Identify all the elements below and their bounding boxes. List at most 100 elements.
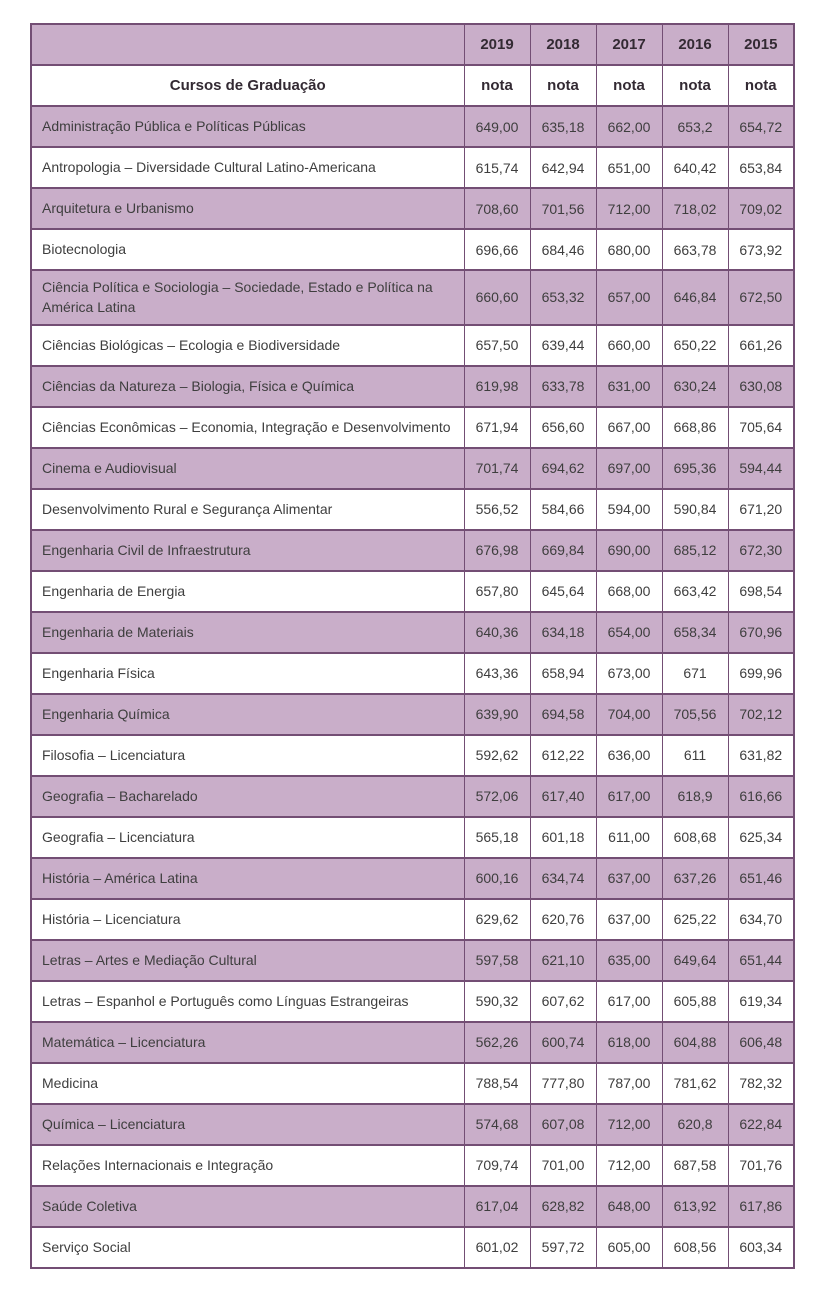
score-2019: 640,36 bbox=[463, 610, 531, 654]
course-name: Engenharia de Energia bbox=[30, 569, 465, 613]
score-2017: 631,00 bbox=[595, 364, 663, 408]
score-2019: 657,50 bbox=[463, 323, 531, 367]
course-name: Arquitetura e Urbanismo bbox=[30, 187, 465, 230]
course-name: Engenharia Física bbox=[30, 651, 465, 695]
score-2018: 694,58 bbox=[529, 692, 597, 736]
table-header: 2019 2018 2017 2016 2015 Cursos de Gradu… bbox=[30, 23, 795, 107]
table-row: Engenharia Química 639,90 694,58 704,00 … bbox=[30, 692, 795, 736]
score-2018: 621,10 bbox=[529, 938, 597, 982]
score-2017: 636,00 bbox=[595, 733, 663, 777]
score-2018: 645,64 bbox=[529, 569, 597, 613]
score-2016: 718,02 bbox=[661, 187, 729, 230]
score-2019: 676,98 bbox=[463, 528, 531, 572]
score-2016: 608,68 bbox=[661, 815, 729, 859]
score-2019: 592,62 bbox=[463, 733, 531, 777]
course-name: Letras – Artes e Mediação Cultural bbox=[30, 938, 465, 982]
score-2017: 668,00 bbox=[595, 569, 663, 613]
course-name: Cinema e Audiovisual bbox=[30, 446, 465, 490]
score-2019: 615,74 bbox=[463, 146, 531, 189]
score-2018: 684,46 bbox=[529, 228, 597, 271]
score-2015: 651,46 bbox=[727, 856, 795, 900]
score-2019: 565,18 bbox=[463, 815, 531, 859]
table-row: Letras – Artes e Mediação Cultural 597,5… bbox=[30, 938, 795, 982]
table-row: Arquitetura e Urbanismo 708,60 701,56 71… bbox=[30, 187, 795, 230]
score-2015: 782,32 bbox=[727, 1061, 795, 1105]
table-row: Desenvolvimento Rural e Segurança Alimen… bbox=[30, 487, 795, 531]
score-2015: 654,72 bbox=[727, 105, 795, 148]
score-2019: 617,04 bbox=[463, 1184, 531, 1228]
course-name: Engenharia Civil de Infraestrutura bbox=[30, 528, 465, 572]
course-name: História – América Latina bbox=[30, 856, 465, 900]
score-2019: 556,52 bbox=[463, 487, 531, 531]
score-2018: 601,18 bbox=[529, 815, 597, 859]
score-2018: 634,18 bbox=[529, 610, 597, 654]
score-2018: 612,22 bbox=[529, 733, 597, 777]
score-2017: 611,00 bbox=[595, 815, 663, 859]
nota-header-2015: nota bbox=[727, 64, 795, 107]
score-2016: 618,9 bbox=[661, 774, 729, 818]
score-2019: 600,16 bbox=[463, 856, 531, 900]
score-2015: 672,50 bbox=[727, 269, 795, 326]
score-2019: 701,74 bbox=[463, 446, 531, 490]
score-2017: 637,00 bbox=[595, 897, 663, 941]
score-2015: 671,20 bbox=[727, 487, 795, 531]
table-row: Ciências Biológicas – Ecologia e Biodive… bbox=[30, 323, 795, 367]
score-2016: 781,62 bbox=[661, 1061, 729, 1105]
table-row: Medicina 788,54 777,80 787,00 781,62 782… bbox=[30, 1061, 795, 1105]
year-header-2018: 2018 bbox=[529, 23, 597, 66]
score-2018: 617,40 bbox=[529, 774, 597, 818]
score-2016: 590,84 bbox=[661, 487, 729, 531]
score-2019: 601,02 bbox=[463, 1225, 531, 1269]
course-name: Antropologia – Diversidade Cultural Lati… bbox=[30, 146, 465, 189]
score-2019: 643,36 bbox=[463, 651, 531, 695]
score-2019: 708,60 bbox=[463, 187, 531, 230]
course-name: Matemática – Licenciatura bbox=[30, 1020, 465, 1064]
score-2018: 600,74 bbox=[529, 1020, 597, 1064]
table-row: Matemática – Licenciatura 562,26 600,74 … bbox=[30, 1020, 795, 1064]
course-name: Engenharia de Materiais bbox=[30, 610, 465, 654]
score-2017: 680,00 bbox=[595, 228, 663, 271]
course-name: Ciências Biológicas – Ecologia e Biodive… bbox=[30, 323, 465, 367]
score-2016: 608,56 bbox=[661, 1225, 729, 1269]
score-2015: 705,64 bbox=[727, 405, 795, 449]
nota-header-2016: nota bbox=[661, 64, 729, 107]
score-2015: 617,86 bbox=[727, 1184, 795, 1228]
score-2015: 634,70 bbox=[727, 897, 795, 941]
table-body: Administração Pública e Políticas Públic… bbox=[30, 105, 795, 1269]
score-2018: 635,18 bbox=[529, 105, 597, 148]
score-2015: 622,84 bbox=[727, 1102, 795, 1146]
score-2015: 603,34 bbox=[727, 1225, 795, 1269]
course-name: Ciência Política e Sociologia – Sociedad… bbox=[30, 269, 465, 326]
score-2017: 673,00 bbox=[595, 651, 663, 695]
course-name: Ciências da Natureza – Biologia, Física … bbox=[30, 364, 465, 408]
table-row: Saúde Coletiva 617,04 628,82 648,00 613,… bbox=[30, 1184, 795, 1228]
table-row: Cinema e Audiovisual 701,74 694,62 697,0… bbox=[30, 446, 795, 490]
score-2018: 701,00 bbox=[529, 1143, 597, 1187]
table-row: Biotecnologia 696,66 684,46 680,00 663,7… bbox=[30, 228, 795, 271]
subheader-row: Cursos de Graduação nota nota nota nota … bbox=[30, 64, 795, 107]
course-name: Engenharia Química bbox=[30, 692, 465, 736]
course-name: Desenvolvimento Rural e Segurança Alimen… bbox=[30, 487, 465, 531]
score-2017: 594,00 bbox=[595, 487, 663, 531]
course-name: Relações Internacionais e Integração bbox=[30, 1143, 465, 1187]
score-2019: 574,68 bbox=[463, 1102, 531, 1146]
score-2019: 657,80 bbox=[463, 569, 531, 613]
score-2016: 653,2 bbox=[661, 105, 729, 148]
score-2019: 709,74 bbox=[463, 1143, 531, 1187]
score-2018: 658,94 bbox=[529, 651, 597, 695]
table-row: Engenharia Física 643,36 658,94 673,00 6… bbox=[30, 651, 795, 695]
table-row: Química – Licenciatura 574,68 607,08 712… bbox=[30, 1102, 795, 1146]
courses-column-header: Cursos de Graduação bbox=[30, 64, 465, 107]
score-2016: 646,84 bbox=[661, 269, 729, 326]
score-2019: 619,98 bbox=[463, 364, 531, 408]
score-2018: 607,62 bbox=[529, 979, 597, 1023]
score-2015: 625,34 bbox=[727, 815, 795, 859]
score-2016: 663,78 bbox=[661, 228, 729, 271]
nota-header-2017: nota bbox=[595, 64, 663, 107]
score-2019: 597,58 bbox=[463, 938, 531, 982]
table-row: História – Licenciatura 629,62 620,76 63… bbox=[30, 897, 795, 941]
score-2017: 787,00 bbox=[595, 1061, 663, 1105]
course-name: Geografia – Bacharelado bbox=[30, 774, 465, 818]
score-2016: 620,8 bbox=[661, 1102, 729, 1146]
score-2018: 634,74 bbox=[529, 856, 597, 900]
